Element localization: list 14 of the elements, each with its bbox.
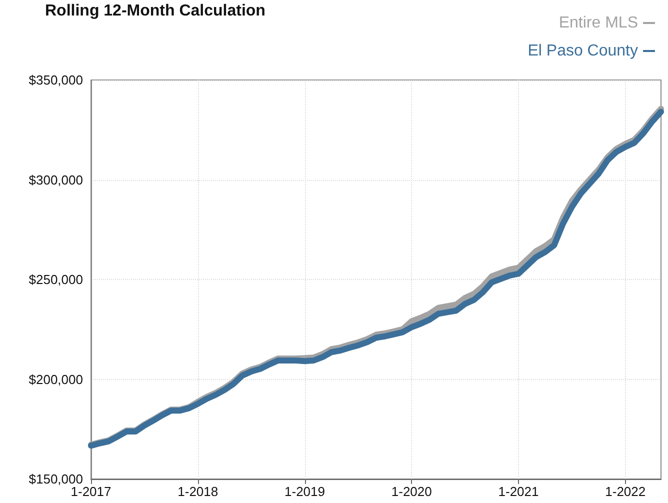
x-tick-label: 1-2022: [605, 484, 646, 499]
chart-title: Rolling 12-Month Calculation: [45, 2, 266, 20]
y-tick-label: $300,000: [28, 172, 83, 188]
x-tick-label: 1-2021: [498, 484, 539, 499]
y-tick-label: $200,000: [28, 372, 83, 387]
x-tick-label: 1-2018: [178, 484, 218, 499]
x-tick-label: 1-2017: [70, 484, 112, 499]
y-tick-label: $150,000: [28, 472, 83, 486]
y-tick-label: $350,000: [28, 72, 83, 88]
x-tick-label: 1-2019: [284, 484, 325, 499]
legend-label: Entire MLS: [558, 14, 638, 32]
legend-label: El Paso County: [528, 42, 638, 60]
x-tick-label: 1-2020: [391, 484, 432, 499]
y-tick-label: $250,000: [28, 272, 83, 287]
